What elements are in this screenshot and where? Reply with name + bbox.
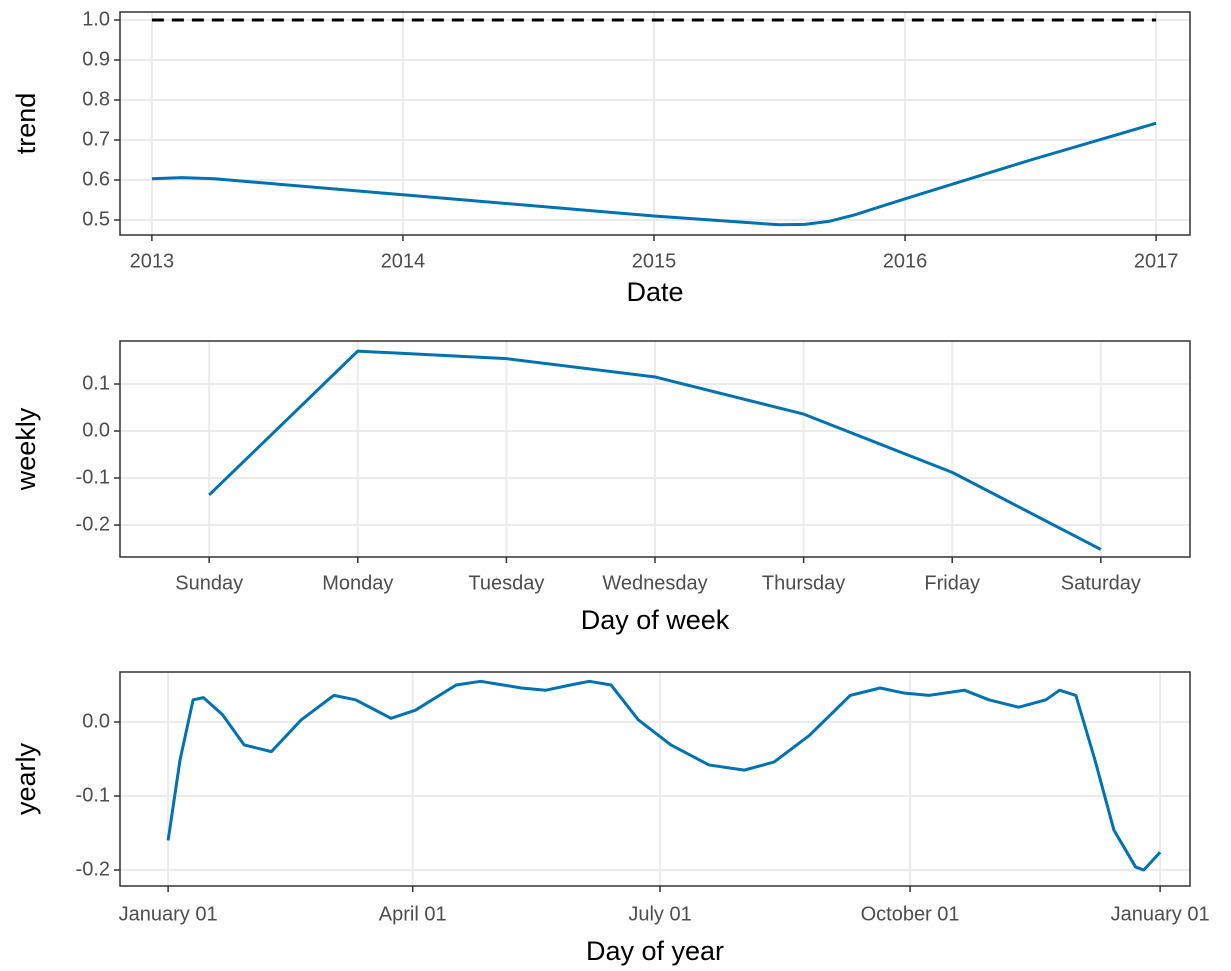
y-tick-label: -0.2 (76, 858, 110, 880)
y-tick-label: 0.9 (82, 48, 110, 70)
plot-background (120, 12, 1190, 235)
x-tick-label: July 01 (628, 903, 691, 925)
x-tick-label: 2016 (883, 250, 928, 272)
x-tick-label: Tuesday (468, 572, 544, 594)
x-axis-title: Day of year (586, 936, 724, 966)
y-axis-title: yearly (11, 742, 41, 815)
y-tick-label: 0.0 (82, 710, 110, 732)
y-tick-label: 0.8 (82, 88, 110, 110)
y-tick-label: 0.0 (82, 419, 110, 441)
y-tick-label: 0.7 (82, 128, 110, 150)
x-tick-label: April 01 (379, 903, 447, 925)
x-tick-label: 2013 (130, 250, 175, 272)
x-tick-label: Sunday (175, 572, 243, 594)
plot-background (120, 672, 1190, 886)
plot-border (119, 11, 1191, 236)
y-axis-title: weekly (11, 407, 41, 491)
x-tick-label: 2015 (632, 250, 677, 272)
y-tick-label: -0.1 (76, 784, 110, 806)
x-tick-label: October 01 (861, 903, 960, 925)
y-tick-label: -0.2 (76, 513, 110, 535)
series-line (208, 349, 1102, 551)
x-tick-label: 2017 (1134, 250, 1179, 272)
x-tick-label: January 01 (119, 903, 218, 925)
y-tick-label: 1.0 (82, 8, 110, 30)
x-tick-label: Monday (322, 572, 393, 594)
plot-border (119, 340, 1191, 558)
x-tick-label: Wednesday (602, 572, 707, 594)
x-axis-title: Day of week (581, 605, 730, 635)
x-tick-label: January 01 (1111, 903, 1210, 925)
plot-border (119, 671, 1191, 887)
x-tick-label: Thursday (762, 572, 845, 594)
y-tick-label: 0.1 (82, 372, 110, 394)
y-tick-label: -0.1 (76, 466, 110, 488)
x-tick-label: Saturday (1061, 572, 1141, 594)
x-tick-label: 2014 (381, 250, 426, 272)
series-line (166, 679, 1162, 872)
y-tick-label: 0.6 (82, 168, 110, 190)
x-tick-label: Friday (924, 572, 980, 594)
x-axis-title: Date (626, 277, 683, 307)
y-axis-title: trend (11, 93, 41, 155)
y-tick-label: 0.5 (82, 208, 110, 230)
series-line (151, 121, 1157, 227)
